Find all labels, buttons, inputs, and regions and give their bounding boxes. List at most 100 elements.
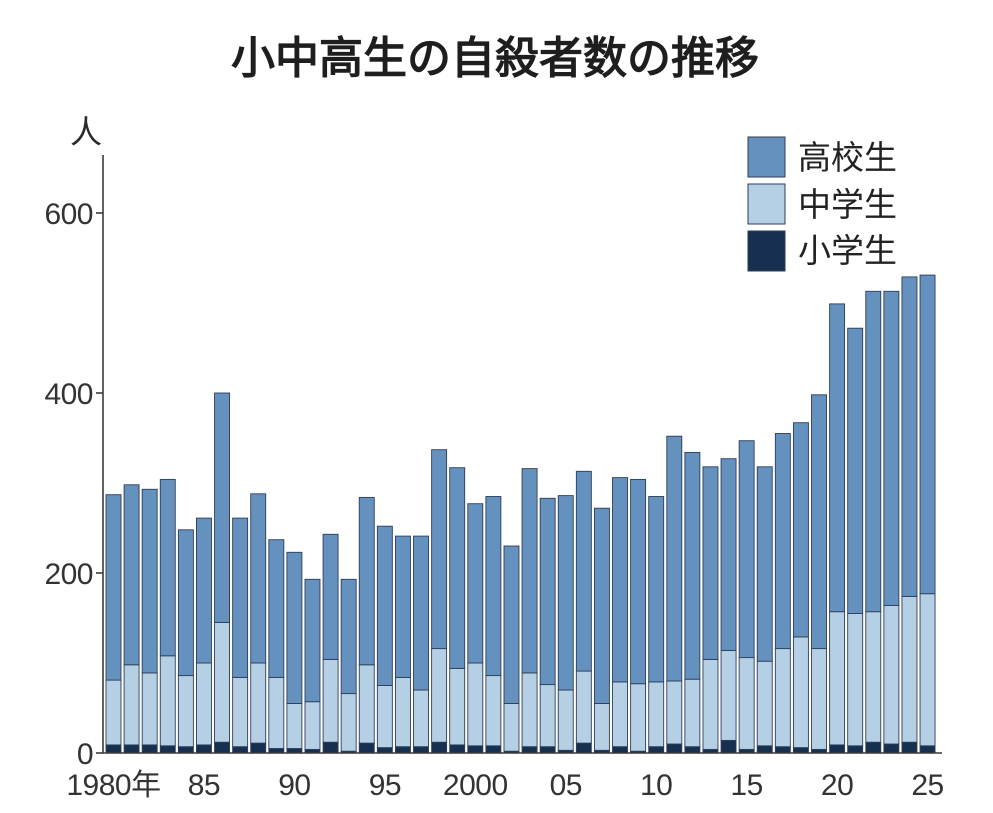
bar-high-school-2011 [666,435,683,682]
bar-high-school-2009 [630,478,647,685]
bar-high-school-2000 [467,503,484,664]
x-axis-ticks: 1980年 85 90 95 2000 05 10 15 20 25 [66,769,944,802]
bar-middle-school-1992 [322,658,339,743]
bar-high-school-2024 [901,276,918,597]
bar-high-school-1997 [413,535,429,691]
bar-elementary-2021 [847,745,864,754]
bar-middle-school-1996 [394,676,411,748]
bar-elementary-1996 [394,746,411,754]
bar-middle-school-1999 [449,667,466,746]
bar-middle-school-2010 [648,681,665,748]
bar-middle-school-1997 [413,689,429,748]
bar-high-school-2013 [702,466,719,660]
bar-high-school-2008 [612,477,628,683]
bar-high-school-2021 [847,327,864,614]
x-tick-label: 85 [188,769,220,802]
bar-middle-school-1998 [431,648,448,743]
bar-high-school-2015 [738,440,755,659]
bar-elementary-2010 [648,746,665,754]
y-tick-label: 200 [44,558,93,591]
bar-middle-school-1991 [304,701,321,750]
x-tick-label: 90 [278,769,310,802]
y-axis-ticks: 0 200 400 600 [44,198,103,771]
bar-middle-school-2021 [847,613,864,747]
legend-item-elementary: 小学生 [747,230,897,272]
y-tick-label: 400 [44,378,93,411]
bar-elementary-2016 [756,745,773,754]
legend-swatch-high-school [747,136,786,178]
chart-title: 小中高生の自殺者数の推移 [231,33,759,84]
bar-high-school-1999 [449,467,466,669]
bar-high-school-1998 [431,449,448,650]
bar-high-school-2012 [684,451,701,680]
bar-middle-school-2000 [467,662,484,747]
bar-high-school-1991 [304,578,321,703]
bar-elementary-1984 [177,746,194,754]
bar-middle-school-1988 [250,662,267,744]
bar-elementary-1986 [214,741,230,754]
bar-high-school-1990 [286,551,303,704]
bar-high-school-2019 [811,394,827,650]
bar-middle-school-1994 [358,664,375,744]
bar-middle-school-1986 [214,622,230,743]
bar-high-school-1987 [232,517,249,678]
bar-middle-school-1984 [177,675,194,748]
legend-label-middle-school: 中学生 [798,185,897,224]
bar-elementary-2000 [467,745,484,754]
bar-high-school-2023 [883,290,900,606]
bar-middle-school-1985 [195,662,212,746]
bar-middle-school-2005 [557,689,574,751]
bar-elementary-1983 [159,745,176,754]
bar-elementary-2003 [521,746,538,754]
bar-high-school-2017 [774,433,791,650]
bar-high-school-2005 [557,495,574,691]
bar-high-school-2016 [756,466,773,662]
bar-middle-school-2003 [521,672,538,748]
legend-item-middle-school: 中学生 [747,183,897,225]
bar-middle-school-2016 [756,660,773,747]
bar-middle-school-2019 [811,648,827,750]
bar-high-school-1985 [195,517,212,664]
bar-high-school-2007 [593,507,610,704]
bar-middle-school-2006 [575,670,592,744]
bar-middle-school-2012 [684,678,701,748]
bar-high-school-2022 [865,290,882,613]
bars-group [105,274,936,754]
bar-middle-school-1987 [232,676,249,748]
bar-high-school-2001 [485,496,502,677]
bar-high-school-1983 [159,478,176,657]
y-tick-label: 600 [44,198,93,231]
x-tick-label: 1980年 [66,769,160,802]
bar-high-school-2010 [648,496,665,683]
x-tick-label: 15 [730,769,762,802]
bar-elementary-1981 [123,744,140,754]
x-tick-label: 25 [911,769,943,802]
bar-middle-school-2011 [666,680,683,745]
bar-elementary-2014 [720,739,737,754]
bar-high-school-1995 [376,525,393,686]
bar-middle-school-1989 [268,676,285,749]
bar-high-school-2004 [539,497,556,686]
bar-high-school-1988 [250,493,267,664]
bar-elementary-1998 [431,741,448,754]
bar-elementary-1994 [358,742,375,754]
bar-middle-school-1981 [123,664,140,746]
bar-middle-school-1995 [376,685,393,749]
legend-swatch-middle-school [747,183,786,225]
bar-elementary-1980 [105,744,122,754]
bar-high-school-2002 [503,545,520,704]
bar-middle-school-2020 [829,611,846,746]
bar-elementary-2001 [485,745,502,754]
bar-elementary-2023 [883,743,900,754]
bar-middle-school-2013 [702,658,719,750]
legend: 高校生 中学生 小学生 [747,136,897,272]
bar-middle-school-2022 [865,611,882,743]
bar-high-school-2003 [521,468,538,674]
bar-middle-school-2004 [539,684,556,748]
bar-high-school-2020 [829,303,846,613]
bar-elementary-2011 [666,743,683,754]
bar-middle-school-2017 [774,648,791,748]
bar-middle-school-2024 [901,595,918,743]
legend-label-elementary: 小学生 [798,231,897,270]
